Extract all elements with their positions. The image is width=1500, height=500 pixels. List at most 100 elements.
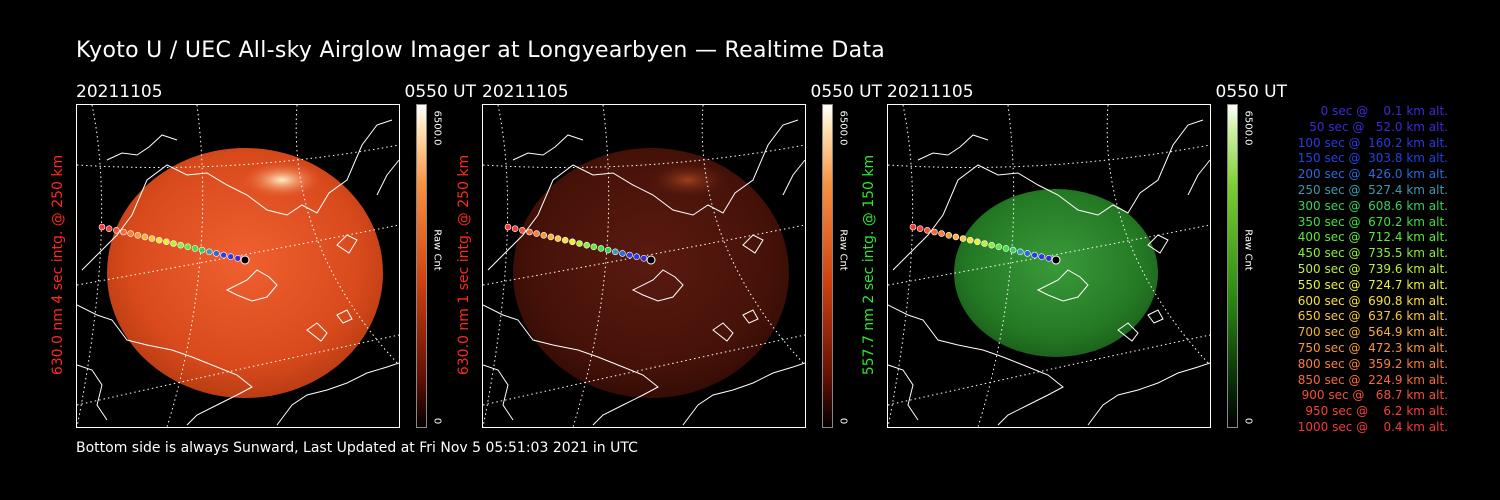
imager-panel-2: 20211105 0550 UT 630.0 nm 1 sec intg. @ 25…	[456, 80, 902, 430]
colorbar	[822, 104, 833, 428]
panel-ylabel: 630.0 nm 4 sec intg. @ 250 km	[50, 154, 66, 376]
trajectory-point	[938, 230, 945, 237]
trajectory-point	[966, 236, 974, 244]
legend-item: 250 sec @ 527.4 km alt.	[1293, 182, 1448, 197]
panel-date: 20211105	[887, 82, 974, 102]
trajectory-point	[511, 225, 519, 232]
trajectory-point	[569, 238, 576, 246]
trajectory-point	[604, 246, 612, 254]
panel-ylabel: 557.7 nm 2 sec intg. @ 150 km	[861, 154, 877, 376]
coastline	[682, 362, 805, 426]
legend-item: 150 sec @ 303.8 km alt.	[1293, 151, 1448, 166]
legend-item: 850 sec @ 224.9 km alt.	[1293, 372, 1448, 387]
legend-item: 750 sec @ 472.3 km alt.	[1293, 340, 1448, 355]
coastline	[376, 159, 399, 196]
trajectory-point	[945, 232, 953, 239]
colorbar-max-label: 6500.0	[837, 110, 849, 146]
legend-item: 300 sec @ 608.6 km alt.	[1293, 198, 1448, 213]
trajectory-point	[533, 230, 540, 237]
trajectory-point	[931, 228, 938, 236]
colorbar-min-label: 0	[1242, 417, 1254, 425]
trajectory-point	[112, 227, 120, 234]
legend-item: 1000 sec @ 0.4 km alt.	[1297, 419, 1448, 434]
colorbar-max-label: 6500.0	[431, 110, 443, 146]
legend-item: 950 sec @ 6.2 km alt.	[1301, 404, 1448, 419]
trajectory-point	[120, 228, 127, 236]
trajectory-point	[1038, 253, 1045, 260]
trajectory-point	[213, 250, 220, 257]
legend-item: 500 sec @ 739.6 km alt.	[1293, 261, 1448, 276]
coastline	[512, 134, 584, 161]
trajectory-legend: 0 sec @ 0.1 km alt. 50 sec @ 52.0 km alt…	[1258, 104, 1448, 436]
coastline	[483, 304, 659, 426]
trajectory-point	[518, 227, 526, 234]
trajectory-point	[959, 235, 967, 242]
trajectory-point	[916, 225, 924, 232]
legend-item: 100 sec @ 160.2 km alt.	[1293, 135, 1448, 150]
coastline	[1117, 322, 1139, 342]
allsky-image	[76, 104, 400, 428]
colorbar	[1227, 104, 1238, 428]
trajectory-point	[184, 243, 192, 251]
legend-item: 0 sec @ 0.1 km alt.	[1309, 104, 1448, 118]
trajectory-point	[526, 228, 533, 236]
panel-time: 0550 UT	[1215, 82, 1288, 102]
legend-item: 400 sec @ 712.4 km alt.	[1293, 230, 1448, 245]
trajectory-point	[1031, 251, 1038, 259]
colorbar-min-label: 0	[431, 417, 443, 425]
trajectory-point	[554, 235, 562, 242]
legend-item: 700 sec @ 564.9 km alt.	[1293, 325, 1448, 340]
colorbar-unit-label: Raw Cnt	[1242, 229, 1254, 271]
lat-lon-gridline	[888, 144, 1210, 168]
trajectory-point	[988, 241, 995, 249]
trajectory-point	[626, 251, 633, 259]
trajectory-point	[540, 232, 548, 239]
trajectory-point	[619, 250, 626, 257]
coastline	[888, 364, 919, 421]
station-marker	[1051, 255, 1061, 265]
coastline	[336, 309, 353, 324]
legend-item: 450 sec @ 735.5 km alt.	[1293, 246, 1448, 261]
coastline	[1147, 234, 1169, 254]
trajectory-point	[206, 248, 213, 256]
legend-item: 550 sec @ 724.7 km alt.	[1293, 277, 1448, 292]
trajectory-point	[148, 235, 156, 242]
airglow-disk	[954, 189, 1158, 357]
trajectory-point	[1024, 250, 1031, 257]
trajectory-point	[576, 240, 583, 247]
coastline	[888, 304, 1064, 426]
coastline	[742, 234, 764, 254]
trajectory-point	[191, 245, 199, 252]
page-title: Kyoto U / UEC All-sky Airglow Imager at …	[76, 38, 886, 63]
legend-item: 650 sec @ 637.6 km alt.	[1293, 309, 1448, 324]
panel-date: 20211105	[76, 82, 163, 102]
coastline	[1036, 269, 1089, 302]
trajectory-point	[1002, 245, 1010, 252]
legend-item: 200 sec @ 426.0 km alt.	[1293, 167, 1448, 182]
trajectory-point	[547, 233, 555, 241]
trajectory-point	[155, 236, 163, 244]
colorbar-min-label: 0	[837, 417, 849, 425]
trajectory-point	[995, 243, 1003, 251]
trajectory-point	[952, 233, 960, 241]
trajectory-point	[612, 248, 619, 256]
aurora-bright-spot	[648, 162, 728, 198]
panel-time: 0550 UT	[404, 82, 477, 102]
trajectory-point	[98, 223, 106, 231]
trajectory-point	[1017, 248, 1024, 256]
coastline	[81, 119, 393, 271]
trajectory-point	[583, 241, 590, 249]
colorbar	[416, 104, 427, 428]
trajectory-point	[127, 230, 134, 237]
colorbar-max-label: 6500.0	[1242, 110, 1254, 146]
trajectory-point	[198, 246, 206, 254]
trajectory-point	[590, 243, 598, 251]
legend-item: 50 sec @ 52.0 km alt.	[1301, 119, 1448, 134]
lat-lon-gridline	[483, 144, 805, 168]
coastline	[483, 364, 514, 421]
imager-panel-1: 20211105 0550 UT 630.0 nm 4 sec intg. @ 25…	[50, 80, 496, 430]
trajectory-point	[105, 225, 113, 232]
trajectory-point	[220, 251, 227, 259]
trajectory-point	[177, 241, 184, 249]
panel-ylabel: 630.0 nm 1 sec intg. @ 250 km	[456, 154, 472, 376]
